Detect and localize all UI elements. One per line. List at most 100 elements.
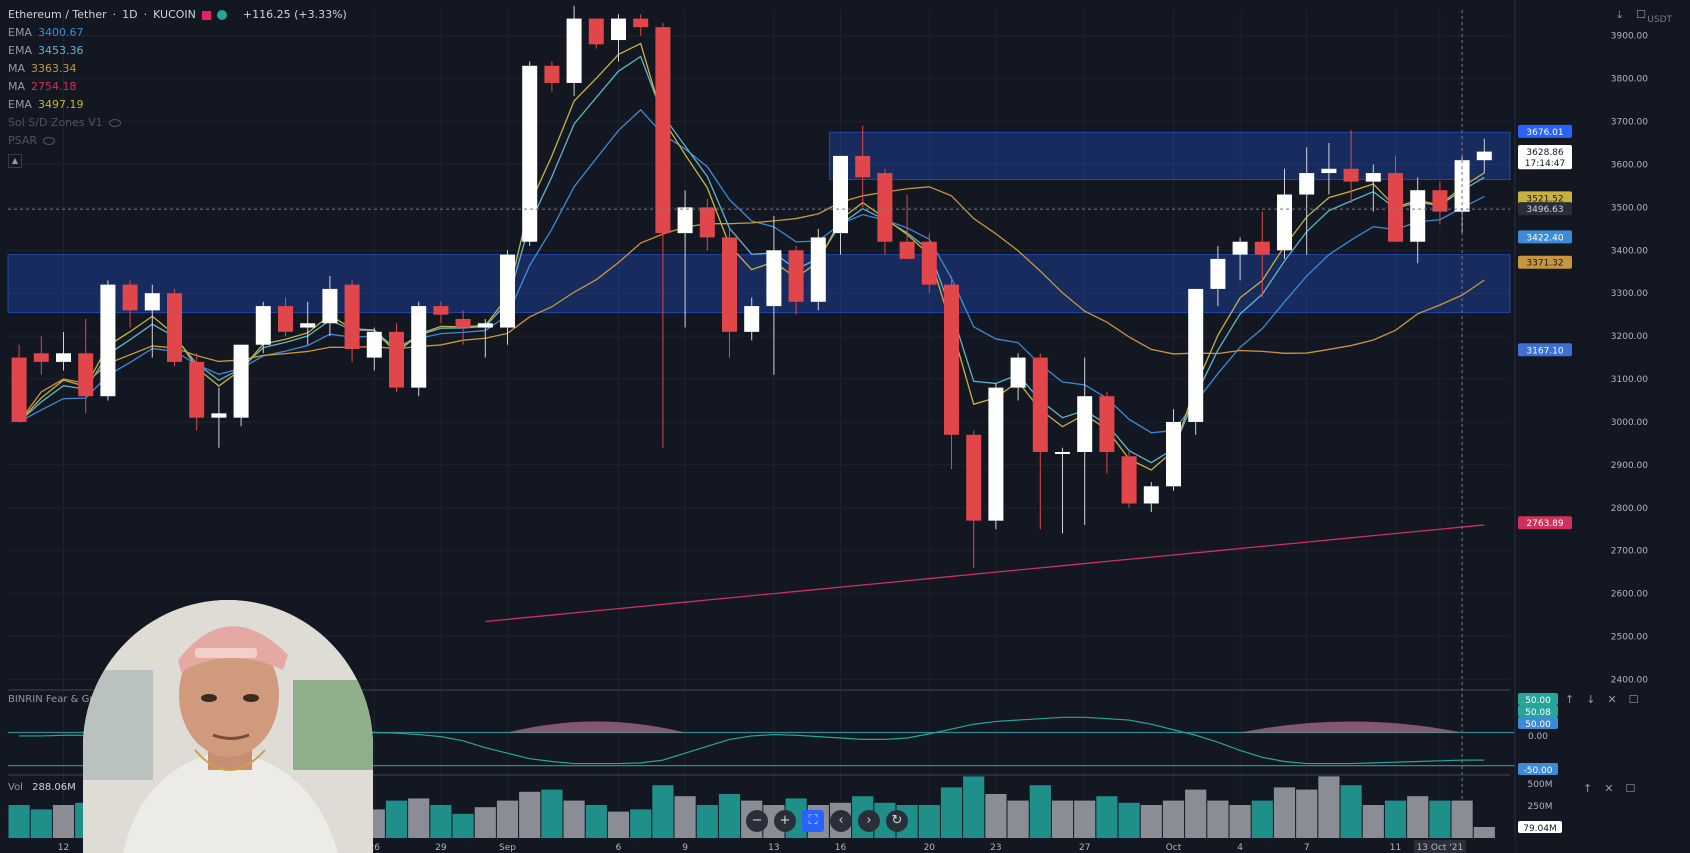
move-up-icon[interactable]: ↑ (1583, 782, 1593, 795)
candle-body (1010, 357, 1026, 388)
price-marker (1518, 230, 1572, 244)
price-axis[interactable]: USDT 3900.00 3800.00 3700.00 3600.00 3500.00 3… (1514, 0, 1690, 853)
time-tick-label: 12 (58, 843, 69, 853)
candle-body (633, 18, 649, 28)
candle-body (522, 65, 538, 242)
volume-bar (519, 791, 541, 838)
price-tick-label: 3400.00 (1611, 246, 1648, 256)
indicator-row[interactable]: EMA 3497.19 (8, 96, 347, 114)
scroll-left-button[interactable]: ‹ (830, 810, 852, 832)
candle-body (300, 323, 316, 328)
time-axis[interactable]: 12 26 29 Sep 6 9 13 16 20 23 27 Oct 4 7 11 13 Oct '21 (0, 840, 1515, 853)
close-icon[interactable]: ✕ (1607, 693, 1617, 706)
price-marker (1518, 516, 1572, 530)
greed-area (507, 721, 686, 733)
price-marker (1518, 145, 1572, 159)
candlestick-series (11, 5, 1492, 568)
time-axis-background (0, 840, 1515, 853)
zoom-out-button[interactable]: − (746, 810, 768, 832)
maximize-icon[interactable]: ☐ (1625, 782, 1636, 795)
candle-body (722, 237, 737, 332)
candle-body (655, 27, 671, 234)
candle-body (144, 293, 160, 311)
price-tick-label: 2500.00 (1611, 633, 1648, 643)
volume-bar (1451, 800, 1473, 838)
exchange-label: KUCOIN (153, 8, 196, 21)
collapse-legend-button[interactable]: ▲ (8, 154, 22, 168)
time-marker (1413, 840, 1466, 853)
candle-body (433, 306, 449, 315)
volume-bar (1162, 800, 1185, 838)
crosshair (8, 10, 1510, 838)
candle-body (544, 65, 560, 83)
candle-body (1121, 456, 1137, 504)
candle-body (122, 284, 138, 311)
time-tick-label: 23 (990, 843, 1001, 853)
maximize-icon[interactable]: ☐ (1636, 8, 1646, 21)
maximize-icon[interactable]: ☐ (1628, 693, 1639, 706)
indicator-row[interactable]: MA 3363.34 (8, 60, 347, 78)
arrow-down-icon[interactable]: ⤓ (1617, 8, 1623, 21)
indicator-row[interactable]: MA 2754.18 (8, 78, 347, 96)
indicator-row[interactable]: EMA 3453.36 (8, 42, 347, 60)
volume-pane-controls: ↑ ✕ ☐ (1583, 782, 1635, 795)
symbol-title[interactable]: Ethereum / Tether · 1D · KUCOIN +116.25 … (8, 6, 347, 24)
volume-bar (940, 787, 963, 838)
indicator-name: MA (8, 80, 26, 93)
flag-icon[interactable] (201, 10, 211, 20)
candle-body (1166, 421, 1181, 487)
candle-body (877, 173, 893, 242)
move-down-icon[interactable]: ↓ (1586, 693, 1596, 706)
candle-body (988, 387, 1004, 521)
candle-body (966, 434, 982, 521)
price-marker (1518, 156, 1572, 170)
candle-body (78, 353, 94, 397)
candle-body (189, 361, 205, 418)
candle-body (1365, 173, 1381, 182)
volume-bar (1318, 776, 1340, 838)
price-axis-unit: USDT (1647, 15, 1672, 25)
fit-screen-button[interactable]: ⛶ (802, 810, 824, 832)
eye-icon[interactable] (108, 119, 121, 127)
price-marker-label: 17:14:47 (1525, 159, 1565, 169)
time-tick-label: 9 (682, 843, 688, 853)
price-marker (1518, 202, 1572, 216)
candle-body (56, 353, 71, 362)
scroll-right-button[interactable]: › (858, 810, 880, 832)
volume-bar (1074, 800, 1096, 838)
indicator-sd-zones[interactable]: Sol S/D Zones V1 (8, 114, 347, 132)
price-marker-label: 3628.86 (1526, 148, 1563, 158)
price-tick-label: 3200.00 (1611, 332, 1648, 342)
candle-body (1188, 288, 1204, 422)
volume-axis-label: 250M (1528, 802, 1553, 812)
close-icon[interactable]: ✕ (1604, 782, 1614, 795)
time-tick-label: 20 (924, 843, 936, 853)
price-tick-label: 3600.00 (1611, 160, 1648, 170)
candle-body (500, 254, 515, 328)
moving-average-line (18, 186, 1485, 423)
price-tick-label: 2900.00 (1611, 461, 1648, 471)
candle-body (344, 284, 360, 349)
reset-chart-button[interactable]: ↻ (886, 810, 908, 832)
webcam-overlay (83, 600, 373, 853)
volume-bar (452, 813, 474, 838)
sentiment-pane-controls: ↑ ↓ ✕ ☐ (1565, 693, 1639, 706)
volume-bar (918, 805, 940, 838)
zoom-toolbar: − + ⛶ ‹ › ↻ (746, 810, 908, 832)
price-tick-label: 3300.00 (1611, 289, 1648, 299)
price-marker (1518, 191, 1572, 205)
indicator-psar[interactable]: PSAR (8, 132, 347, 150)
time-tick-label: Oct (1166, 843, 1182, 853)
time-tick-label: 29 (435, 843, 447, 853)
volume-bar (385, 800, 408, 838)
volume-bar (30, 809, 52, 838)
candle-body (1388, 173, 1403, 242)
time-tick-label: 13 (768, 843, 779, 853)
indicator-row[interactable]: EMA 3400.67 (8, 24, 347, 42)
candle-body (11, 357, 27, 422)
candle-body (411, 306, 427, 388)
eye-icon[interactable] (43, 137, 55, 145)
move-up-icon[interactable]: ↑ (1565, 693, 1575, 706)
zoom-in-button[interactable]: + (774, 810, 796, 832)
candle-body (33, 353, 49, 362)
